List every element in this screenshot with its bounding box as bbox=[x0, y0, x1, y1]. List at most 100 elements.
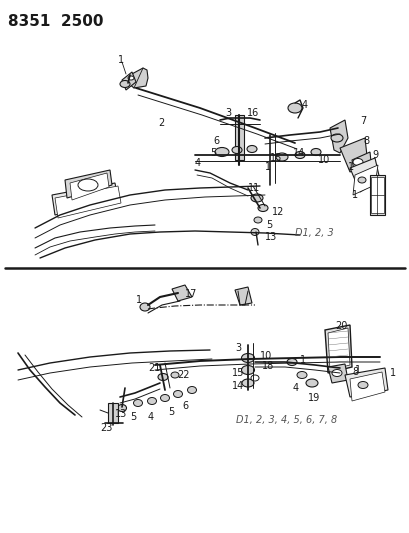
Text: 5: 5 bbox=[130, 412, 136, 422]
Polygon shape bbox=[327, 364, 347, 383]
Ellipse shape bbox=[287, 103, 301, 113]
Ellipse shape bbox=[241, 353, 254, 362]
Polygon shape bbox=[234, 115, 243, 160]
Text: 8: 8 bbox=[362, 136, 368, 146]
Text: 10: 10 bbox=[317, 155, 329, 165]
Ellipse shape bbox=[330, 134, 342, 142]
Text: 1: 1 bbox=[351, 190, 357, 200]
Text: 4: 4 bbox=[292, 383, 299, 393]
Ellipse shape bbox=[241, 379, 254, 387]
Text: 14: 14 bbox=[292, 148, 305, 158]
Text: 4: 4 bbox=[301, 100, 308, 110]
Text: 20: 20 bbox=[334, 321, 346, 331]
Polygon shape bbox=[351, 152, 371, 180]
Polygon shape bbox=[369, 175, 384, 215]
Ellipse shape bbox=[139, 303, 150, 311]
Text: 5: 5 bbox=[168, 407, 174, 417]
Polygon shape bbox=[172, 285, 191, 301]
Text: 13: 13 bbox=[115, 409, 127, 419]
Ellipse shape bbox=[246, 146, 256, 152]
Polygon shape bbox=[52, 183, 118, 215]
Ellipse shape bbox=[214, 148, 229, 157]
Polygon shape bbox=[55, 186, 121, 218]
Ellipse shape bbox=[231, 147, 241, 154]
Ellipse shape bbox=[357, 382, 367, 389]
Text: 1: 1 bbox=[354, 365, 360, 375]
Text: 11: 11 bbox=[247, 183, 260, 193]
Text: 6: 6 bbox=[182, 401, 188, 411]
Ellipse shape bbox=[250, 229, 258, 236]
Polygon shape bbox=[349, 158, 379, 192]
Polygon shape bbox=[327, 328, 349, 370]
Text: 22: 22 bbox=[177, 370, 189, 380]
Text: 4: 4 bbox=[195, 158, 201, 168]
Ellipse shape bbox=[286, 359, 296, 366]
Text: 23: 23 bbox=[100, 423, 112, 433]
Ellipse shape bbox=[352, 158, 362, 166]
Text: 19: 19 bbox=[307, 393, 319, 403]
Text: 3: 3 bbox=[225, 108, 231, 118]
Polygon shape bbox=[108, 403, 118, 423]
Text: 5: 5 bbox=[209, 148, 216, 158]
Ellipse shape bbox=[117, 405, 126, 411]
Polygon shape bbox=[370, 177, 383, 213]
Text: 1: 1 bbox=[347, 162, 353, 172]
Ellipse shape bbox=[250, 194, 262, 202]
Ellipse shape bbox=[331, 369, 341, 376]
Text: 2: 2 bbox=[157, 118, 164, 128]
Polygon shape bbox=[122, 72, 136, 90]
Text: 1: 1 bbox=[118, 55, 124, 65]
Polygon shape bbox=[352, 165, 377, 195]
Ellipse shape bbox=[160, 394, 169, 401]
Text: D1, 2, 3: D1, 2, 3 bbox=[294, 228, 333, 238]
Ellipse shape bbox=[241, 366, 254, 375]
Text: 18: 18 bbox=[261, 361, 274, 371]
Ellipse shape bbox=[257, 205, 267, 212]
Ellipse shape bbox=[133, 400, 142, 407]
Text: D1, 2, 3, 4, 5, 6, 7, 8: D1, 2, 3, 4, 5, 6, 7, 8 bbox=[236, 415, 337, 425]
Polygon shape bbox=[70, 173, 109, 200]
Ellipse shape bbox=[310, 149, 320, 156]
Ellipse shape bbox=[173, 391, 182, 398]
Text: 15: 15 bbox=[270, 153, 282, 163]
Ellipse shape bbox=[171, 372, 179, 378]
Polygon shape bbox=[128, 68, 148, 88]
Ellipse shape bbox=[128, 76, 134, 80]
Text: 16: 16 bbox=[246, 108, 258, 118]
Ellipse shape bbox=[147, 398, 156, 405]
Text: 1: 1 bbox=[299, 355, 306, 365]
Text: 9: 9 bbox=[371, 150, 377, 160]
Text: 7: 7 bbox=[359, 116, 365, 126]
Polygon shape bbox=[329, 120, 347, 153]
Polygon shape bbox=[344, 368, 387, 397]
Text: 13: 13 bbox=[264, 232, 276, 242]
Text: 15: 15 bbox=[231, 368, 244, 378]
Text: 1: 1 bbox=[264, 162, 270, 172]
Ellipse shape bbox=[250, 375, 258, 381]
Text: 14: 14 bbox=[231, 381, 244, 391]
Polygon shape bbox=[349, 372, 384, 401]
Text: 4: 4 bbox=[148, 412, 154, 422]
Ellipse shape bbox=[275, 153, 287, 161]
Ellipse shape bbox=[294, 151, 304, 158]
Ellipse shape bbox=[157, 374, 168, 381]
Text: 8351  2500: 8351 2500 bbox=[8, 14, 103, 29]
Ellipse shape bbox=[78, 179, 98, 191]
Text: 10: 10 bbox=[259, 351, 272, 361]
Text: 6: 6 bbox=[213, 136, 218, 146]
Ellipse shape bbox=[305, 379, 317, 387]
Text: 17: 17 bbox=[184, 289, 197, 299]
Ellipse shape bbox=[187, 386, 196, 393]
Polygon shape bbox=[324, 325, 351, 373]
Text: 21: 21 bbox=[148, 363, 160, 373]
Text: 3: 3 bbox=[234, 343, 240, 353]
Text: 5: 5 bbox=[265, 220, 272, 230]
Polygon shape bbox=[234, 287, 252, 305]
Text: 1: 1 bbox=[389, 368, 395, 378]
Text: 12: 12 bbox=[271, 207, 284, 217]
Text: 1: 1 bbox=[136, 295, 142, 305]
Polygon shape bbox=[339, 138, 367, 172]
Polygon shape bbox=[65, 170, 112, 198]
Ellipse shape bbox=[296, 372, 306, 378]
Ellipse shape bbox=[357, 177, 365, 183]
